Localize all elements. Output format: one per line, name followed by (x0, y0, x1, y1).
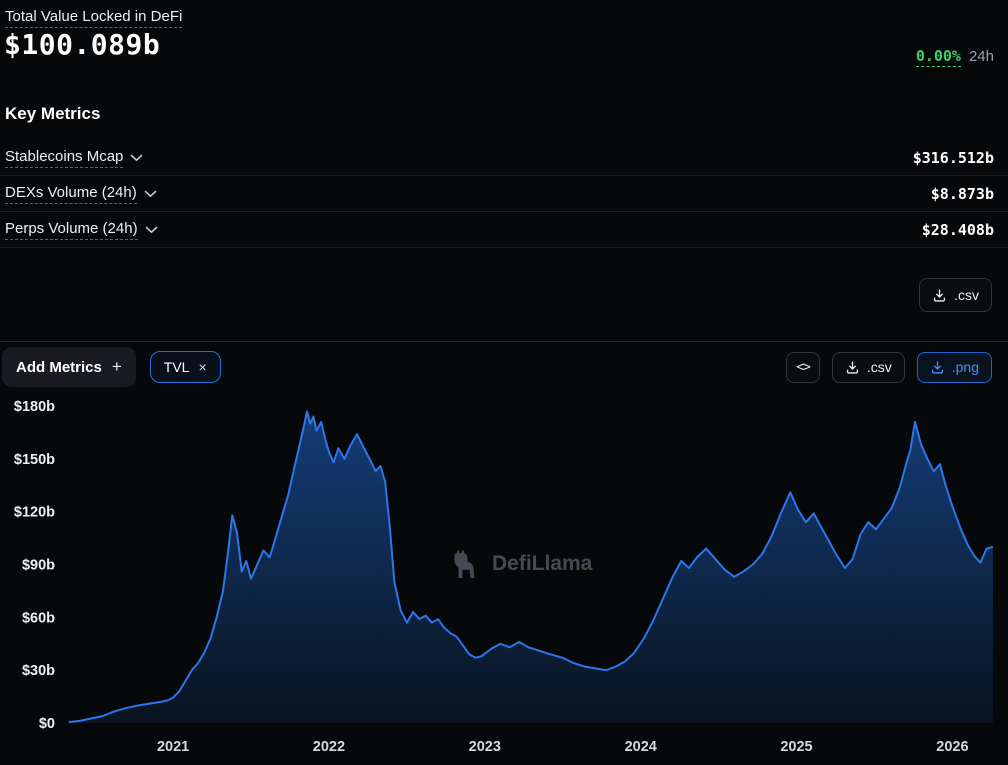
svg-text:2023: 2023 (469, 739, 501, 755)
metric-value: $8.873b (930, 184, 994, 203)
page-title: Total Value Locked in DeFi (5, 8, 183, 28)
key-metrics-list: Stablecoins Mcap $316.512b DEXs Volume (… (0, 140, 1008, 248)
svg-text:$30b: $30b (22, 663, 55, 679)
svg-text:$180b: $180b (14, 399, 55, 415)
chart-png-button[interactable]: .png (916, 351, 992, 383)
svg-text:2026: 2026 (936, 739, 968, 755)
toolbar-right-group: <> .csv .png (786, 351, 992, 383)
embed-chart-button[interactable]: <> (786, 351, 820, 383)
svg-text:2025: 2025 (780, 739, 812, 755)
y-axis-labels: $0 $30b $60b $90b $120b $150b $180b (14, 399, 55, 732)
chart-png-label: .png (951, 359, 979, 375)
svg-text:$60b: $60b (22, 610, 55, 626)
svg-text:$0: $0 (39, 716, 55, 732)
svg-text:$150b: $150b (14, 452, 55, 468)
chart-toolbar: Add Metrics + TVL × <> .csv (0, 347, 1008, 387)
svg-text:2022: 2022 (313, 739, 345, 755)
plus-icon: + (111, 357, 122, 376)
download-csv-button[interactable]: .csv (919, 278, 992, 312)
add-metrics-button[interactable]: Add Metrics + (2, 347, 136, 387)
download-icon (846, 360, 858, 374)
change-percent: 0.00% (915, 47, 961, 67)
svg-text:$90b: $90b (22, 558, 55, 574)
tvl-area-fill (68, 411, 993, 723)
metric-row-dexs: DEXs Volume (24h) $8.873b (0, 176, 1008, 212)
metric-toggle-dexs[interactable]: DEXs Volume (24h) (5, 184, 157, 204)
metric-label: Stablecoins Mcap (5, 148, 124, 168)
svg-text:2024: 2024 (625, 739, 657, 755)
metric-toggle-perps[interactable]: Perps Volume (24h) (5, 220, 158, 240)
chart-csv-label: .csv (866, 359, 892, 375)
metric-toggle-stablecoins[interactable]: Stablecoins Mcap (5, 148, 143, 168)
tvl-value: $100.089b (4, 28, 161, 61)
metric-row-perps: Perps Volume (24h) $28.408b (0, 212, 1008, 248)
embed-icon: <> (796, 359, 811, 375)
download-icon (931, 360, 943, 374)
metric-value: $316.512b (912, 148, 994, 167)
chevron-down-icon (145, 226, 157, 233)
tvl-chart-panel: Add Metrics + TVL × <> .csv (0, 341, 1008, 759)
tvl-summary-panel: Total Value Locked in DeFi $100.089b 0.0… (0, 0, 1008, 341)
download-icon (934, 288, 946, 302)
tvl-metric-pill[interactable]: TVL × (149, 351, 221, 383)
chevron-down-icon (144, 190, 157, 197)
metric-label: DEXs Volume (24h) (5, 184, 137, 204)
metric-row-stablecoins: Stablecoins Mcap $316.512b (0, 140, 1008, 176)
x-axis-labels: 2021 2022 2023 2024 2025 2026 (157, 739, 969, 755)
tvl-chart-svg: $0$30b$60b$90b$120b$150b$180b 2021 2022 20… (14, 399, 994, 755)
change-period-label: 24h (968, 48, 994, 65)
svg-text:$120b: $120b (14, 505, 55, 521)
tvl-line (68, 410, 994, 724)
chevron-down-icon (131, 154, 143, 161)
change-24h: 0.00% 24h (915, 47, 994, 67)
add-metrics-label: Add Metrics (16, 358, 102, 376)
csv-button-label: .csv (954, 287, 979, 303)
key-metrics-heading: Key Metrics (5, 104, 101, 123)
metric-label: Perps Volume (24h) (5, 220, 138, 240)
tvl-pill-label: TVL (163, 359, 190, 375)
toolbar-left-group: Add Metrics + TVL × (2, 347, 221, 387)
close-icon[interactable]: × (198, 359, 207, 375)
svg-text:2021: 2021 (157, 739, 189, 755)
chart-csv-button[interactable]: .csv (831, 351, 905, 383)
tvl-area-chart[interactable]: $0 $30b $60b $90b $120b $150b $180b 2021 2022 20… (0, 391, 1008, 760)
metric-value: $28.408b (921, 220, 994, 239)
